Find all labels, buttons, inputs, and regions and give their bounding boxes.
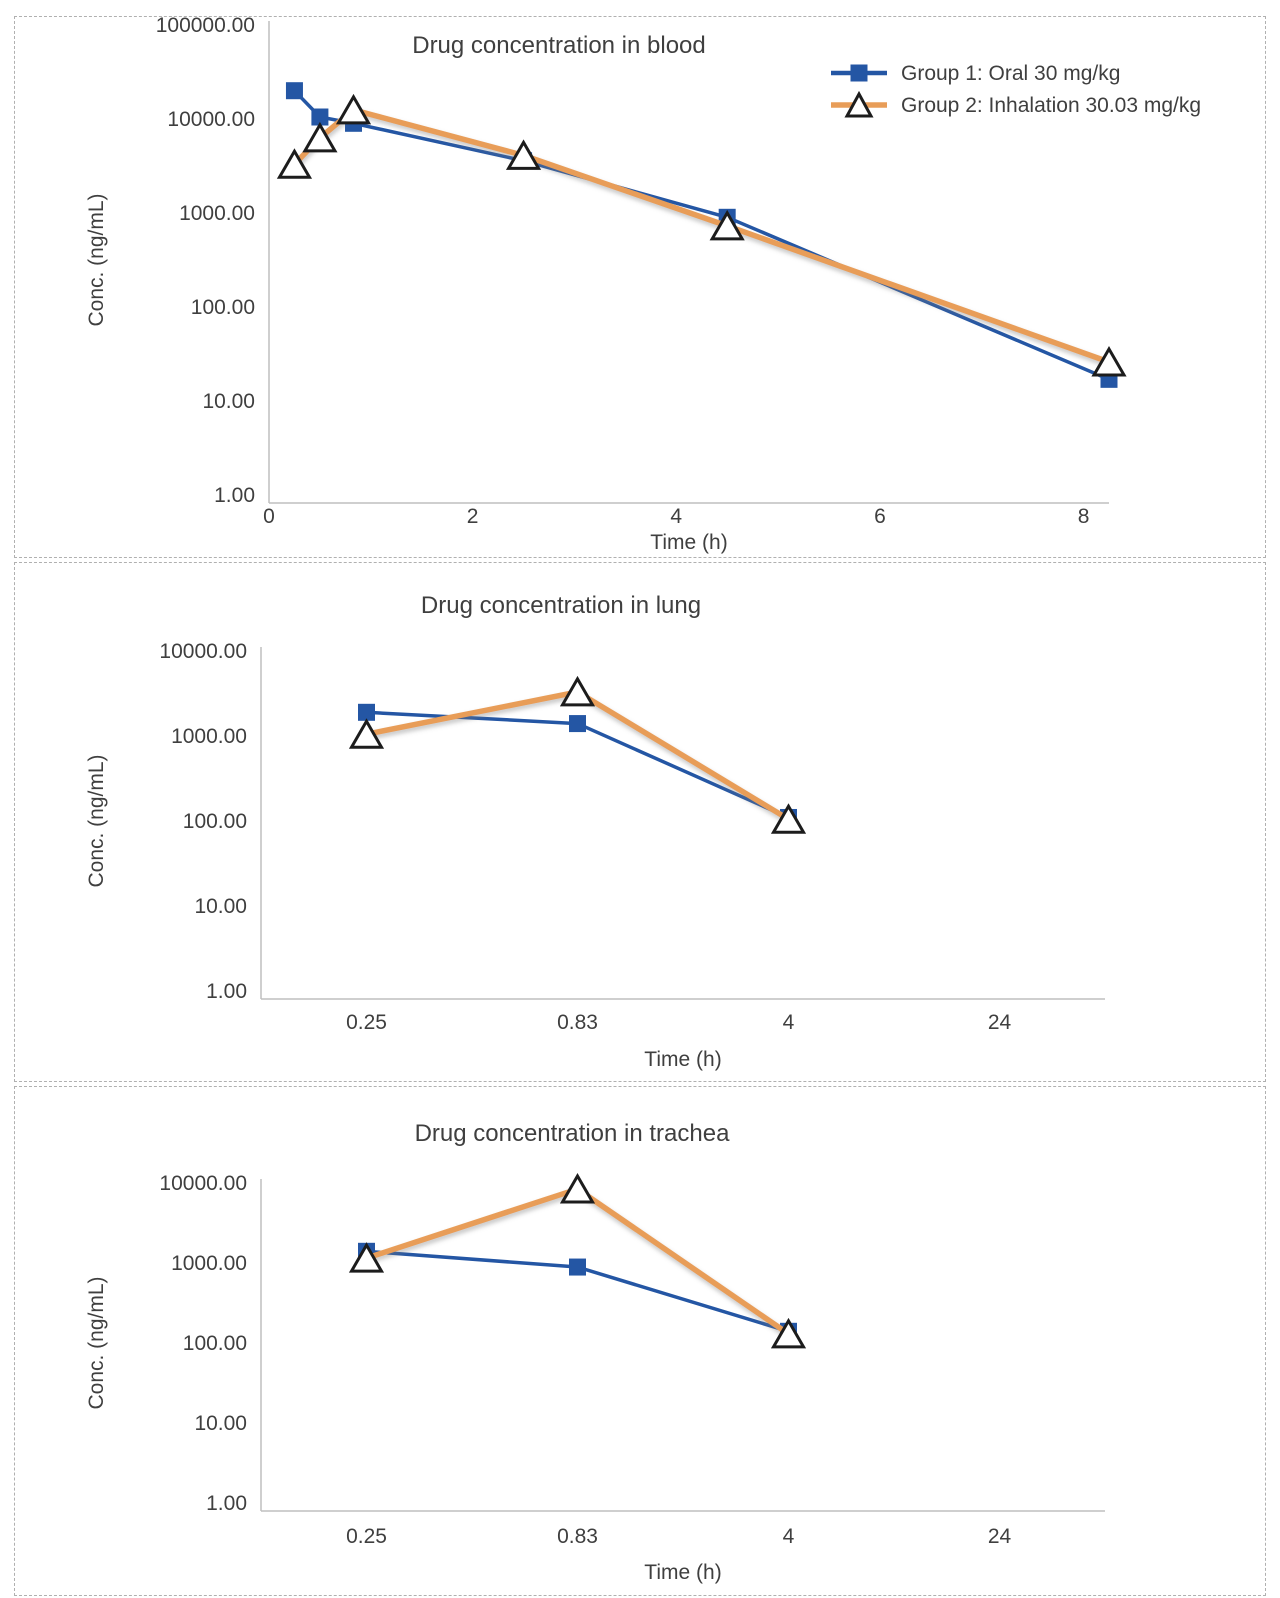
chart-title: Drug concentration in blood — [412, 32, 706, 59]
y-tick-label: 1.00 — [206, 1492, 247, 1515]
data-point-marker — [335, 93, 372, 125]
data-point-marker — [569, 1258, 586, 1276]
y-tick-label: 10000.00 — [159, 640, 247, 663]
x-tick-label: 24 — [988, 1011, 1012, 1034]
legend-label: Group 2: Inhalation 30.03 mg/kg — [901, 94, 1201, 117]
x-tick-label: 2 — [467, 505, 479, 528]
data-point-marker — [358, 703, 375, 721]
series-line — [291, 107, 1112, 365]
data-point-marker — [1091, 345, 1127, 377]
x-axis-title: Time (h) — [644, 1561, 721, 1584]
data-point-marker — [302, 121, 338, 153]
blood-chart: Drug concentration in blood Time (h) Conc.… — [85, 17, 1201, 554]
series-group1 — [285, 82, 1118, 388]
y-tick-label: 100.00 — [183, 1332, 247, 1355]
legend: Group 1: Oral 30 mg/kg Group 2: Inhalatio… — [831, 62, 1201, 118]
x-tick-label: 24 — [988, 1525, 1012, 1548]
data-point-marker — [770, 1317, 807, 1349]
y-tick-label: 1000.00 — [179, 202, 255, 225]
lung-chart: Drug concentration in lung Time (h) Conc. … — [85, 592, 1105, 1071]
data-point-marker — [709, 209, 745, 241]
data-point-marker — [276, 148, 313, 179]
y-tick-label: 10.00 — [194, 895, 247, 918]
x-tick-label: 4 — [783, 1525, 795, 1548]
chart-title: Drug concentration in trachea — [415, 1120, 731, 1147]
y-tick-label: 1.00 — [206, 980, 247, 1003]
legend-marker — [850, 64, 868, 82]
y-axis-title: Conc. (ng/mL) — [85, 193, 108, 326]
legend-marker — [844, 90, 874, 118]
legend-label: Group 1: Oral 30 mg/kg — [901, 62, 1120, 85]
x-tick-label: 4 — [783, 1011, 795, 1034]
y-axis-title: Conc. (ng/mL) — [85, 754, 108, 887]
series-group2 — [276, 93, 1127, 377]
y-tick-label: 10000.00 — [159, 1172, 247, 1195]
y-tick-label: 1000.00 — [171, 1252, 247, 1275]
chart-title: Drug concentration in lung — [421, 592, 701, 619]
data-point-marker — [559, 1173, 596, 1204]
series-group2 — [348, 1173, 807, 1349]
series-line — [363, 689, 792, 822]
x-tick-label: 4 — [670, 505, 682, 528]
data-point-marker — [348, 1242, 385, 1273]
x-axis-title: Time (h) — [644, 1048, 721, 1071]
trachea-chart: Drug concentration in trachea Time (h) Con… — [85, 1120, 1105, 1584]
y-tick-label: 1.00 — [214, 484, 255, 507]
y-tick-label: 1000.00 — [171, 725, 247, 748]
series-group2 — [348, 675, 807, 834]
y-tick-label: 10.00 — [194, 1412, 247, 1435]
y-tick-label: 10000.00 — [167, 108, 255, 131]
y-axis-title: Conc. (ng/mL) — [85, 1276, 108, 1409]
x-tick-label: 0.83 — [557, 1011, 598, 1034]
x-tick-label: 8 — [1078, 505, 1090, 528]
x-tick-label: 0.25 — [346, 1525, 387, 1548]
y-tick-label: 100.00 — [183, 810, 247, 833]
x-tick-label: 0 — [263, 505, 275, 528]
y-tick-label: 10.00 — [202, 390, 255, 413]
data-point-marker — [285, 82, 303, 100]
y-tick-label: 100.00 — [191, 296, 255, 319]
x-tick-label: 0.83 — [557, 1525, 598, 1548]
trachea-chart-panel: Drug concentration in trachea Time (h) Con… — [14, 1086, 1266, 1596]
blood-chart-panel: Drug concentration in blood Time (h) Conc.… — [14, 16, 1266, 558]
x-tick-label: 0.25 — [346, 1011, 387, 1034]
data-point-marker — [559, 675, 596, 707]
data-point-marker — [505, 139, 542, 170]
series-line — [292, 88, 1111, 382]
data-point-marker — [348, 718, 385, 749]
lung-chart-panel: Drug concentration in lung Time (h) Conc. … — [14, 562, 1266, 1082]
data-point-marker — [569, 715, 586, 733]
data-point-marker — [311, 108, 329, 126]
x-tick-label: 6 — [874, 505, 886, 528]
data-point-marker — [770, 803, 807, 834]
x-axis-title: Time (h) — [650, 531, 727, 554]
y-tick-label: 100000.00 — [156, 17, 255, 37]
